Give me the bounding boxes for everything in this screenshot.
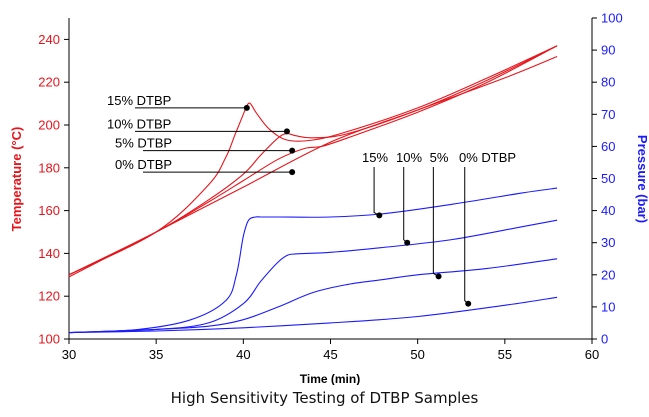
temperature-annotation-label-15-dtbp: 15% DTBP (107, 93, 171, 108)
y-axis-right-title: Pressure (bar) (635, 135, 649, 223)
y2-tick-label: 20 (601, 267, 615, 282)
pressure-annotation-dot (465, 300, 472, 307)
y2-tick-label: 70 (601, 107, 615, 122)
temperature-annotation-label-10-dtbp: 10% DTBP (107, 116, 171, 131)
x-tick-label: 45 (323, 347, 337, 362)
pressure-line-15-dtbp (68, 187, 558, 334)
chart: 15% DTBP 10% DTBP 5% DTBP 0% DTBP 30 35 40 45 5… (9, 11, 649, 386)
temperature-line-5-dtbp (68, 45, 558, 276)
pressure-annotation-label-15: 15% (362, 150, 388, 165)
y2-tick-label: 40 (601, 203, 615, 218)
y-tick-label: 200 (38, 118, 60, 133)
pressure-line-5-dtbp (68, 258, 558, 334)
temperature-annotation-label-0-dtbp: 0% DTBP (115, 157, 172, 172)
x-tick-label: 35 (149, 347, 163, 362)
y-tick-label: 180 (38, 160, 60, 175)
temperature-line-0-dtbp (68, 55, 558, 278)
y-tick-label: 100 (38, 332, 60, 347)
pressure-annotation-dot (376, 212, 383, 219)
x-tick-label: 55 (498, 347, 512, 362)
y2-tick-label: 50 (601, 171, 615, 186)
y2-tick-label: 60 (601, 139, 615, 154)
y-tick-label: 140 (38, 246, 60, 261)
annotation-layer: 15% DTBP 10% DTBP 5% DTBP 0% DTBP (107, 93, 472, 307)
figure-caption: High Sensitivity Testing of DTBP Samples (170, 389, 479, 407)
pressure-annotation-leader (373, 167, 380, 216)
pressure-annotation-leader (432, 167, 439, 277)
right-annotation-label-row: 15% 10% 5% 0% DTBP (362, 150, 516, 165)
x-tick-label: 30 (62, 347, 76, 362)
y2-tick-label: 90 (601, 43, 615, 58)
temperature-annotation-dot (243, 104, 250, 111)
pressure-line-0-dtbp (68, 296, 558, 334)
y2-tick-label: 10 (601, 299, 615, 314)
tick-layer: 30 35 40 45 50 55 60 100 120 140 160 180 200 220 240 0 1… (38, 11, 622, 363)
series-layer (68, 45, 558, 334)
pressure-annotation-label-10: 10% (396, 150, 422, 165)
y-tick-label: 160 (38, 203, 60, 218)
x-tick-label: 50 (410, 347, 424, 362)
x-tick-label: 40 (236, 347, 250, 362)
pressure-annotation-leader (403, 167, 408, 244)
temperature-annotation-label-5-dtbp: 5% DTBP (115, 136, 172, 151)
y-tick-label: 120 (38, 289, 60, 304)
pressure-annotation-leader (464, 167, 469, 305)
x-tick-label: 60 (585, 347, 599, 362)
pressure-annotation-dot (404, 239, 411, 246)
y2-tick-label: 80 (601, 75, 615, 90)
temperature-line-15-dtbp (68, 45, 558, 276)
pressure-annotation-dot (435, 273, 442, 280)
y2-tick-label: 30 (601, 235, 615, 250)
y-tick-label: 220 (38, 75, 60, 90)
y2-tick-label: 100 (601, 11, 623, 26)
y-tick-label: 240 (38, 32, 60, 47)
temperature-annotation-dot (289, 147, 296, 154)
pressure-line-10-dtbp (68, 219, 558, 334)
y-axis-left-title: Temperature (°C) (9, 127, 24, 232)
x-axis-title: Time (min) (300, 372, 360, 385)
temperature-annotation-dot (289, 169, 296, 176)
y2-tick-label: 0 (601, 332, 608, 347)
pressure-annotation-label-0: 0% DTBP (459, 150, 516, 165)
pressure-annotation-label-5: 5% (430, 150, 449, 165)
temperature-annotation-dot (283, 128, 290, 135)
